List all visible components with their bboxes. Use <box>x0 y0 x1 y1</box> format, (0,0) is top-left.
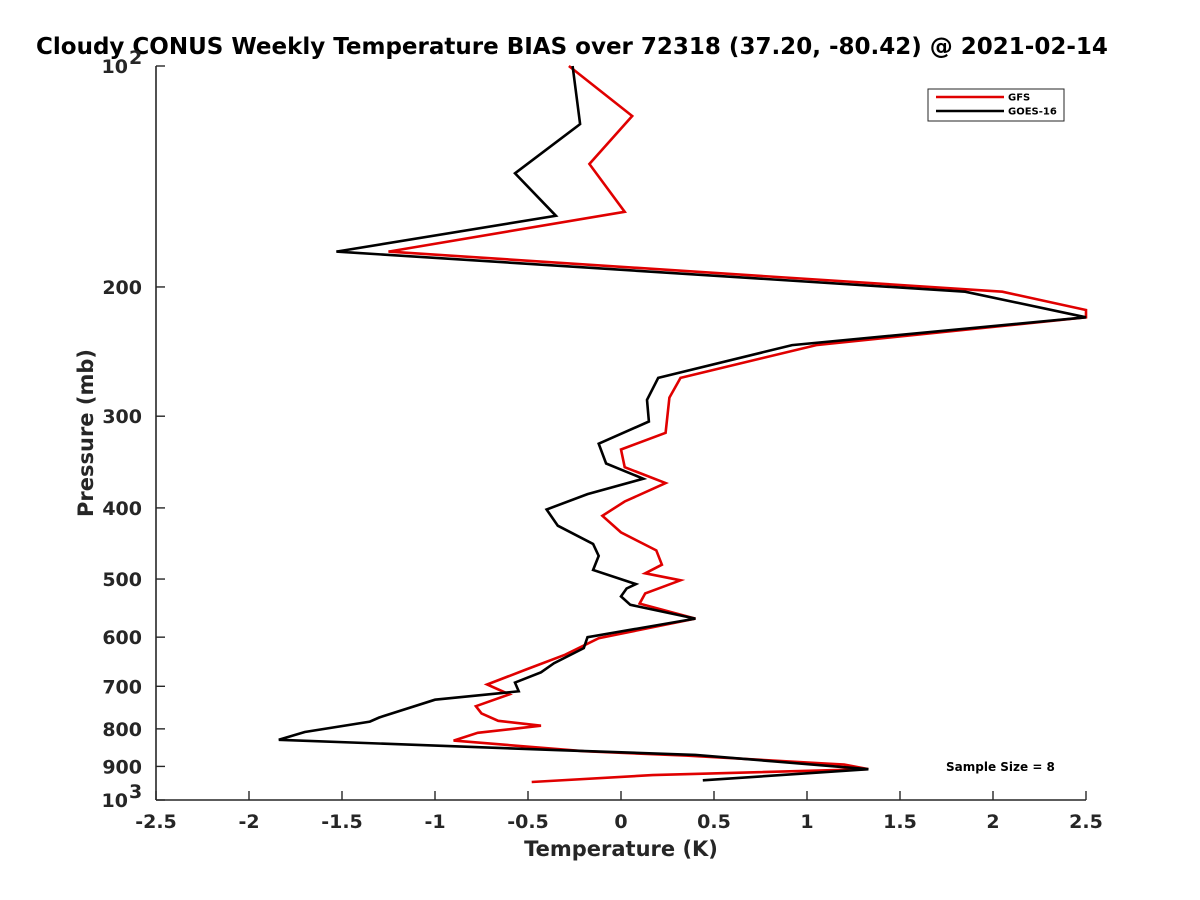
x-tick-label: -2 <box>238 811 259 833</box>
legend-box <box>927 88 1065 122</box>
x-tick-label: 1.5 <box>883 811 917 833</box>
y-tick-label: 700 <box>102 676 142 698</box>
series-line-goes16 <box>278 65 1087 782</box>
x-tick-label: 0.5 <box>697 811 731 833</box>
x-tick-label: -2.5 <box>135 811 177 833</box>
y-tick-label: 10 <box>102 790 128 812</box>
y-tick-exponent: 2 <box>129 47 142 69</box>
series-line-gfs <box>388 64 1088 784</box>
y-tick-label: 600 <box>102 627 142 649</box>
y-tick-label: 500 <box>102 569 142 591</box>
x-tick-label: -0.5 <box>507 811 549 833</box>
y-axis-label: Pressure (mb) <box>74 349 98 517</box>
x-tick-label: 0 <box>614 811 627 833</box>
x-tick-label: 1 <box>800 811 813 833</box>
y-tick-label: 400 <box>102 498 142 520</box>
x-axis-label: Temperature (K) <box>524 837 718 861</box>
y-tick-label: 10 <box>102 56 128 78</box>
x-tick-label: -1 <box>424 811 445 833</box>
y-tick-label: 800 <box>102 719 142 741</box>
y-tick-exponent: 3 <box>129 781 142 803</box>
chart-title: Cloudy CONUS Weekly Temperature BIAS ove… <box>36 34 1108 60</box>
legend: GFS GOES-16 <box>927 88 1065 122</box>
sample-size-annotation: Sample Size = 8 <box>946 760 1055 774</box>
legend-label-goes16: GOES-16 <box>1008 107 1057 118</box>
x-tick-label: 2 <box>986 811 999 833</box>
x-tick-label: 2.5 <box>1069 811 1103 833</box>
legend-label-gfs: GFS <box>1008 93 1030 104</box>
y-tick-label: 300 <box>102 406 142 428</box>
y-tick-label: 200 <box>102 277 142 299</box>
y-tick-label: 900 <box>102 756 142 778</box>
x-tick-label: -1.5 <box>321 811 363 833</box>
